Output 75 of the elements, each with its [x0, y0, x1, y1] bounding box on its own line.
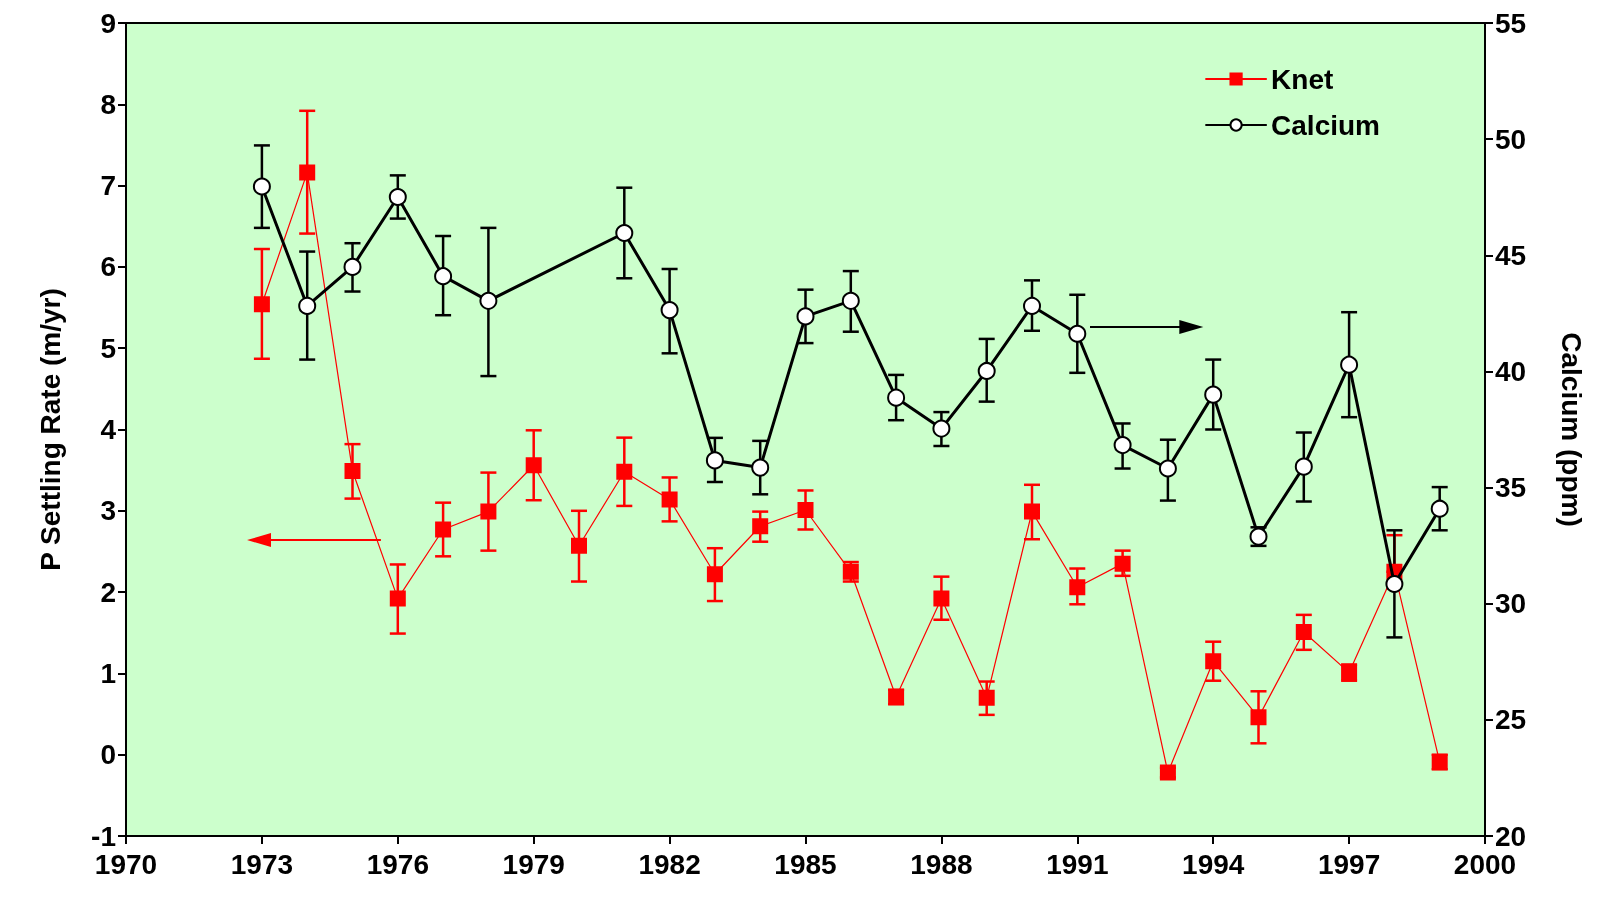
point [1295, 623, 1312, 640]
point [435, 521, 452, 538]
point [661, 491, 678, 508]
point [1204, 385, 1223, 404]
x-tick-label: 1973 [230, 848, 294, 880]
y-tick-label: 5 [100, 332, 116, 364]
point [480, 503, 497, 520]
y2-tick-label: 30 [1495, 588, 1527, 620]
point [1430, 499, 1449, 518]
point [1340, 355, 1359, 374]
point [253, 296, 270, 313]
y2-tick-label: 25 [1495, 704, 1527, 736]
point [841, 291, 860, 310]
x-tick-label: 1976 [366, 848, 429, 880]
point [343, 257, 362, 276]
y2-tick-label: 45 [1495, 239, 1527, 271]
point [1205, 653, 1222, 670]
point [299, 164, 316, 181]
point [525, 457, 542, 474]
point [298, 296, 317, 315]
point [344, 462, 361, 479]
point [1385, 574, 1404, 593]
y-tick-label: 3 [100, 495, 116, 527]
x-tick-label: 1991 [1046, 848, 1109, 880]
point [1113, 436, 1132, 455]
y2-tick-label: 40 [1495, 355, 1527, 387]
y-tick-label: 9 [100, 7, 116, 39]
point [1294, 457, 1313, 476]
point [1023, 296, 1041, 315]
y-tick-label: 1 [100, 657, 116, 689]
point [797, 501, 814, 518]
point [1158, 459, 1177, 478]
point [796, 307, 815, 326]
x-tick-label: 1985 [774, 848, 837, 880]
y2-tick-label: 35 [1495, 472, 1527, 504]
point [616, 463, 633, 480]
y-tick-label: 4 [100, 414, 117, 445]
point [434, 267, 453, 286]
x-tick-label: 1994 [1182, 848, 1245, 880]
point [933, 590, 950, 607]
point [977, 361, 996, 380]
x-tick-label: 1988 [910, 848, 973, 880]
point [1068, 324, 1087, 343]
legend-label: Calcium [1271, 109, 1381, 141]
y-tick-label: 6 [100, 251, 116, 283]
point [388, 187, 407, 206]
point [932, 419, 951, 438]
point [1069, 579, 1086, 596]
point [479, 291, 498, 310]
y-axis-title: P Settling Rate (m/yr) [34, 288, 66, 571]
x-tick-label: 1982 [638, 848, 701, 880]
legend-label: Knet [1271, 63, 1334, 95]
point [389, 590, 406, 607]
y-tick-label: 2 [100, 576, 116, 608]
point [706, 566, 723, 583]
point [571, 537, 587, 554]
point [978, 689, 995, 706]
y-tick-label: 8 [100, 88, 116, 120]
point [1114, 555, 1131, 572]
point [615, 223, 634, 242]
y2-tick-label: 55 [1495, 7, 1527, 39]
point [252, 177, 271, 196]
point [752, 518, 769, 535]
y-tick-label: 7 [100, 170, 116, 202]
x-tick-label: 1979 [502, 848, 565, 880]
point [751, 458, 770, 477]
point [705, 451, 724, 470]
point [660, 301, 679, 320]
point [1024, 503, 1040, 520]
y2-tick-label: 50 [1495, 123, 1527, 155]
point [887, 388, 906, 407]
y-tick-label: 0 [100, 739, 116, 771]
x-tick-label: 1997 [1317, 848, 1381, 880]
y2-axis-title: Calcium (ppm) [1555, 332, 1587, 527]
point [1250, 709, 1267, 726]
